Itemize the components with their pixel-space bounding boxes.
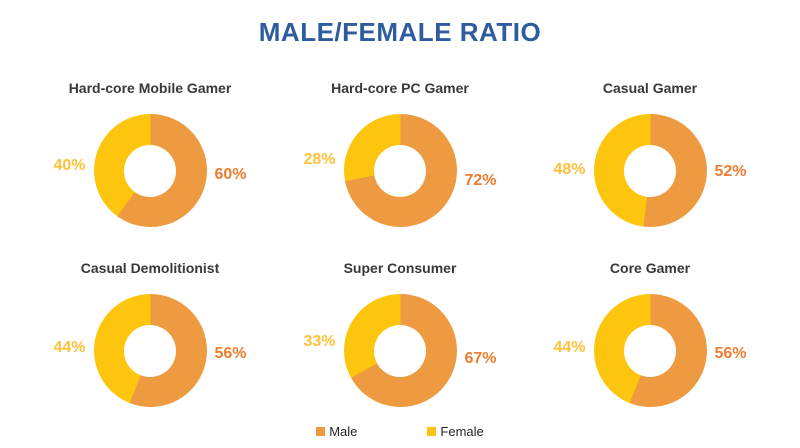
male-percentage-label: 60% bbox=[214, 166, 247, 184]
male-swatch-icon bbox=[316, 427, 326, 436]
legend-item-male: Male bbox=[316, 424, 357, 439]
donut-hole bbox=[624, 144, 676, 197]
page-title: MALE/FEMALE RATIO bbox=[258, 17, 542, 47]
chart-title: Casual Gamer bbox=[602, 80, 698, 96]
male-percentage-label: 56% bbox=[714, 344, 747, 362]
chart-title: Hard-core PC Gamer bbox=[331, 80, 469, 96]
male-percentage-label: 52% bbox=[714, 162, 747, 180]
donut-wrap: 40% 60% bbox=[53, 114, 247, 227]
donut-wrap: 33% 67% bbox=[303, 294, 497, 407]
donut-hole bbox=[374, 324, 426, 377]
donut-chart-casual-gamer: Casual Gamer 48% 52% bbox=[525, 72, 775, 252]
chart-title: Casual Demolitionist bbox=[80, 260, 220, 276]
donut-wrap: 28% 72% bbox=[303, 114, 497, 227]
donut-ring bbox=[343, 294, 457, 407]
female-swatch-icon bbox=[427, 427, 437, 436]
female-percentage-label: 28% bbox=[303, 151, 336, 169]
donut-chart-core-gamer: Core Gamer 44% 56% bbox=[525, 252, 775, 432]
donut-chart-super-consumer: Super Consumer 33% 67% bbox=[275, 252, 525, 432]
chart-title: Super Consumer bbox=[343, 260, 457, 276]
donut-chart-hard-core-mobile-gamer: Hard-core Mobile Gamer 40% 60% bbox=[25, 72, 275, 252]
female-percentage-label: 40% bbox=[53, 156, 86, 174]
donut-wrap: 44% 56% bbox=[553, 294, 747, 407]
legend-item-female: Female bbox=[427, 424, 484, 439]
donut-chart-hard-core-pc-gamer: Hard-core PC Gamer 28% 72% bbox=[275, 72, 525, 252]
female-percentage-label: 44% bbox=[553, 338, 586, 356]
donut-hole bbox=[374, 144, 426, 197]
donut-ring bbox=[343, 114, 457, 227]
donut-ring bbox=[593, 114, 707, 227]
donut-wrap: 44% 56% bbox=[53, 294, 247, 407]
legend-label-male: Male bbox=[329, 424, 358, 439]
female-percentage-label: 33% bbox=[303, 333, 336, 351]
male-percentage-label: 56% bbox=[214, 344, 247, 362]
donut-hole bbox=[124, 144, 176, 197]
male-percentage-label: 72% bbox=[464, 171, 497, 189]
chart-title: Core Gamer bbox=[609, 260, 691, 276]
female-percentage-label: 44% bbox=[53, 338, 86, 356]
male-percentage-label: 67% bbox=[464, 349, 497, 367]
legend: Male Female bbox=[0, 424, 800, 439]
donut-chart-casual-demolitionist: Casual Demolitionist 44% 56% bbox=[25, 252, 275, 432]
donut-hole bbox=[124, 324, 176, 377]
female-percentage-label: 48% bbox=[553, 160, 586, 178]
donut-wrap: 48% 52% bbox=[553, 114, 747, 227]
legend-label-female: Female bbox=[440, 424, 484, 439]
charts-grid: Hard-core Mobile Gamer 40% 60% Hard-core… bbox=[25, 72, 775, 432]
donut-ring bbox=[93, 114, 207, 227]
donut-hole bbox=[624, 324, 676, 377]
donut-ring bbox=[93, 294, 207, 407]
donut-ring bbox=[593, 294, 707, 407]
chart-title: Hard-core Mobile Gamer bbox=[68, 80, 232, 96]
